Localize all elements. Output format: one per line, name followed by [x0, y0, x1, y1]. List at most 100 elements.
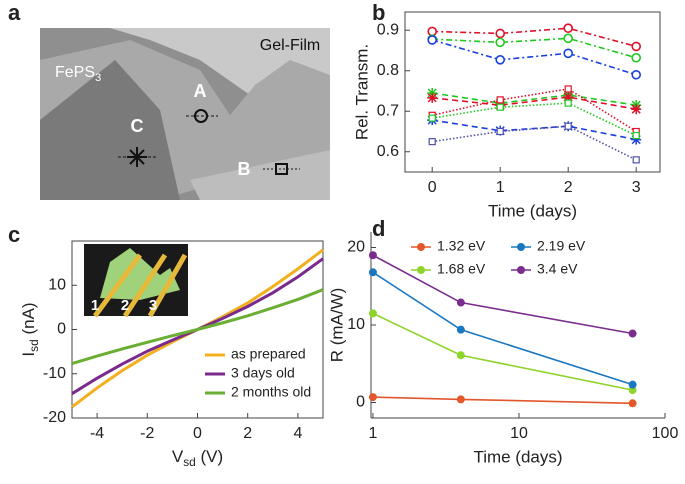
- series-line: [432, 102, 637, 137]
- legend-marker: [517, 243, 525, 251]
- marker: [628, 399, 637, 408]
- y-axis-label: Rel. Transm.: [352, 44, 371, 140]
- series-line: [372, 312, 633, 391]
- spot-c: [127, 147, 147, 167]
- plot-frame: [404, 11, 661, 173]
- inset-electrode: [92, 253, 143, 318]
- x-tick-label: 2: [564, 179, 573, 196]
- marker: [631, 69, 642, 80]
- marker: [495, 37, 506, 48]
- panel-label: c: [8, 222, 20, 247]
- x-tick-label: 0: [193, 425, 202, 442]
- marker: [456, 325, 465, 334]
- legend-label: 3.4 eV: [537, 261, 578, 277]
- photo-label-main: A: [194, 81, 207, 101]
- marker: [496, 127, 504, 136]
- series-line: [432, 96, 637, 111]
- x-axis-label-sub: sd: [183, 455, 196, 469]
- legend-label: 3 days old: [231, 365, 295, 381]
- photo-label-sub: 3: [95, 72, 101, 84]
- gel-film: [40, 28, 330, 95]
- x-tick-label: 3: [632, 179, 641, 196]
- series-line: [432, 119, 637, 141]
- marker: [368, 309, 377, 318]
- marker: [456, 395, 465, 404]
- y-tick-label: 0.9: [377, 21, 399, 38]
- x-tick-label: -2: [140, 425, 154, 442]
- marker: [496, 103, 504, 111]
- y-tick-label: -20: [43, 409, 66, 426]
- legend-marker: [417, 266, 425, 274]
- y-axis-label-unit: (nA): [19, 302, 38, 339]
- series-line: [71, 288, 324, 366]
- marker: [428, 138, 436, 146]
- marker: [368, 393, 377, 402]
- inset-electrode: [122, 253, 168, 318]
- substrate: [190, 150, 330, 200]
- marker: [427, 26, 438, 37]
- marker: [495, 54, 506, 65]
- inset-label: 1: [91, 297, 99, 314]
- photo-label-main: B: [238, 159, 251, 179]
- x-tick-label: 2: [243, 425, 252, 442]
- panel-label: a: [8, 0, 21, 25]
- photo-label: FePS3: [55, 64, 101, 84]
- photo-label: A: [194, 81, 207, 101]
- y-tick-label: 10: [48, 276, 66, 293]
- marker: [368, 268, 377, 277]
- marker: [563, 92, 574, 103]
- x-axis-label: Vsd (V): [172, 447, 223, 469]
- x-tick-label: 10: [510, 425, 528, 442]
- x-tick-label: 100: [652, 425, 679, 442]
- series-line: [372, 396, 633, 405]
- series-line: [432, 27, 637, 48]
- panel-label: d: [372, 216, 385, 241]
- legend-label: 1.68 eV: [437, 261, 486, 277]
- marker: [563, 48, 574, 59]
- inset-label: 3: [149, 297, 157, 314]
- photo-label-main: Gel-Film: [260, 37, 320, 54]
- y-tick-label: 0.7: [377, 102, 399, 119]
- marker: [564, 85, 572, 93]
- photo: [40, 28, 330, 200]
- marker: [456, 298, 465, 307]
- series-line: [372, 271, 633, 386]
- x-tick-label: -4: [90, 425, 104, 442]
- photo-label: B: [238, 159, 251, 179]
- y-axis-label: R (mA/W): [327, 288, 346, 363]
- legend-marker: [417, 243, 425, 251]
- photo-label: C: [131, 116, 144, 136]
- legend-label: as prepared: [231, 346, 306, 362]
- marker: [564, 99, 572, 107]
- photo-label-main: C: [131, 116, 144, 136]
- series-line: [372, 254, 633, 335]
- marker: [631, 52, 642, 63]
- y-tick-label: 20: [347, 239, 365, 256]
- x-axis-label: Time (days): [473, 447, 562, 466]
- photo-label-main: FePS: [55, 64, 95, 81]
- inset-label: 2: [121, 297, 129, 314]
- y-tick-label: 0.8: [377, 62, 399, 79]
- legend-label: 2.19 eV: [537, 238, 586, 254]
- y-axis-label-main: I: [19, 352, 38, 357]
- x-axis-label: Time (days): [488, 201, 577, 220]
- x-axis-label-main: V: [172, 447, 184, 466]
- marker: [564, 122, 572, 130]
- series-line: [432, 37, 637, 59]
- y-axis-label: Isd (nA): [19, 302, 41, 356]
- marker: [631, 104, 642, 115]
- series-line: [432, 88, 637, 133]
- photo-label: Gel-Film: [260, 37, 320, 54]
- inset-electrode: [147, 253, 188, 318]
- panel-label: b: [372, 0, 385, 25]
- marker: [631, 41, 642, 52]
- flake-edge: [40, 60, 180, 200]
- series-line: [432, 92, 637, 106]
- marker: [632, 156, 640, 164]
- marker: [628, 380, 637, 389]
- y-axis-label-sub: sd: [27, 339, 41, 352]
- legend-marker: [517, 266, 525, 274]
- y-tick-label: 0.6: [377, 143, 399, 160]
- marker: [563, 23, 574, 34]
